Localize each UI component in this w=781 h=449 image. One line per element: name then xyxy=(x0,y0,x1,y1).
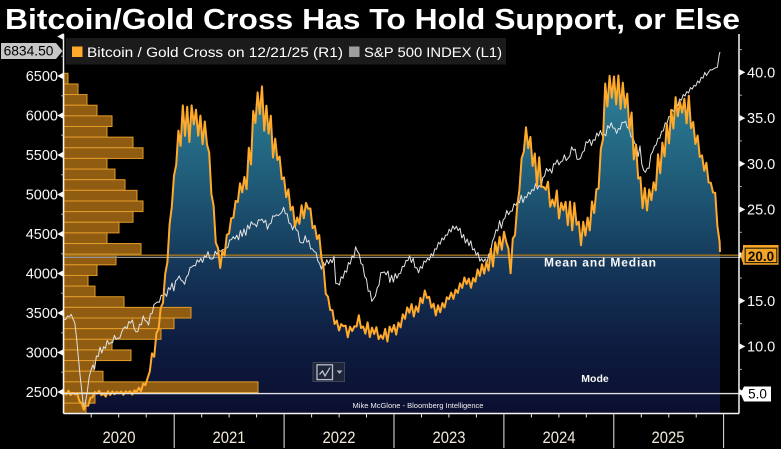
svg-text:2024: 2024 xyxy=(543,429,576,447)
svg-text:40.0: 40.0 xyxy=(747,65,775,81)
svg-text:2022: 2022 xyxy=(323,429,356,447)
svg-text:2021: 2021 xyxy=(213,429,246,447)
svg-text:4500: 4500 xyxy=(26,227,58,243)
svg-text:2023: 2023 xyxy=(433,429,466,447)
svg-text:30.0: 30.0 xyxy=(747,157,775,173)
svg-text:3000: 3000 xyxy=(26,346,58,362)
svg-text:15.0: 15.0 xyxy=(747,294,775,310)
svg-text:Bitcoin / Gold Cross on 12/21/: Bitcoin / Gold Cross on 12/21/25 (R1) xyxy=(87,45,343,60)
svg-text:25.0: 25.0 xyxy=(747,203,775,219)
svg-text:4000: 4000 xyxy=(26,267,58,283)
svg-text:6000: 6000 xyxy=(26,109,58,125)
svg-text:Bitcoin/Gold Cross Has To Hold: Bitcoin/Gold Cross Has To Hold Support, … xyxy=(5,4,740,36)
svg-text:5000: 5000 xyxy=(26,188,58,204)
svg-text:2500: 2500 xyxy=(26,385,58,401)
svg-text:3500: 3500 xyxy=(26,306,58,322)
svg-text:6834.50: 6834.50 xyxy=(4,44,54,59)
svg-text:5500: 5500 xyxy=(26,148,58,164)
svg-text:6500: 6500 xyxy=(26,69,58,85)
svg-text:35.0: 35.0 xyxy=(747,111,775,127)
svg-text:2020: 2020 xyxy=(103,429,136,447)
svg-text:10.0: 10.0 xyxy=(747,340,775,356)
svg-text:Mode: Mode xyxy=(581,373,609,385)
svg-text:2025: 2025 xyxy=(652,429,685,447)
svg-text:Mean and Median: Mean and Median xyxy=(544,256,656,270)
svg-text:Mike McGlone - Bloomberg Intel: Mike McGlone - Bloomberg Intelligence xyxy=(353,401,484,410)
svg-text:20.0: 20.0 xyxy=(748,249,774,264)
svg-text:5.0: 5.0 xyxy=(748,387,767,402)
svg-text:S&P 500 INDEX (L1): S&P 500 INDEX (L1) xyxy=(364,45,502,60)
